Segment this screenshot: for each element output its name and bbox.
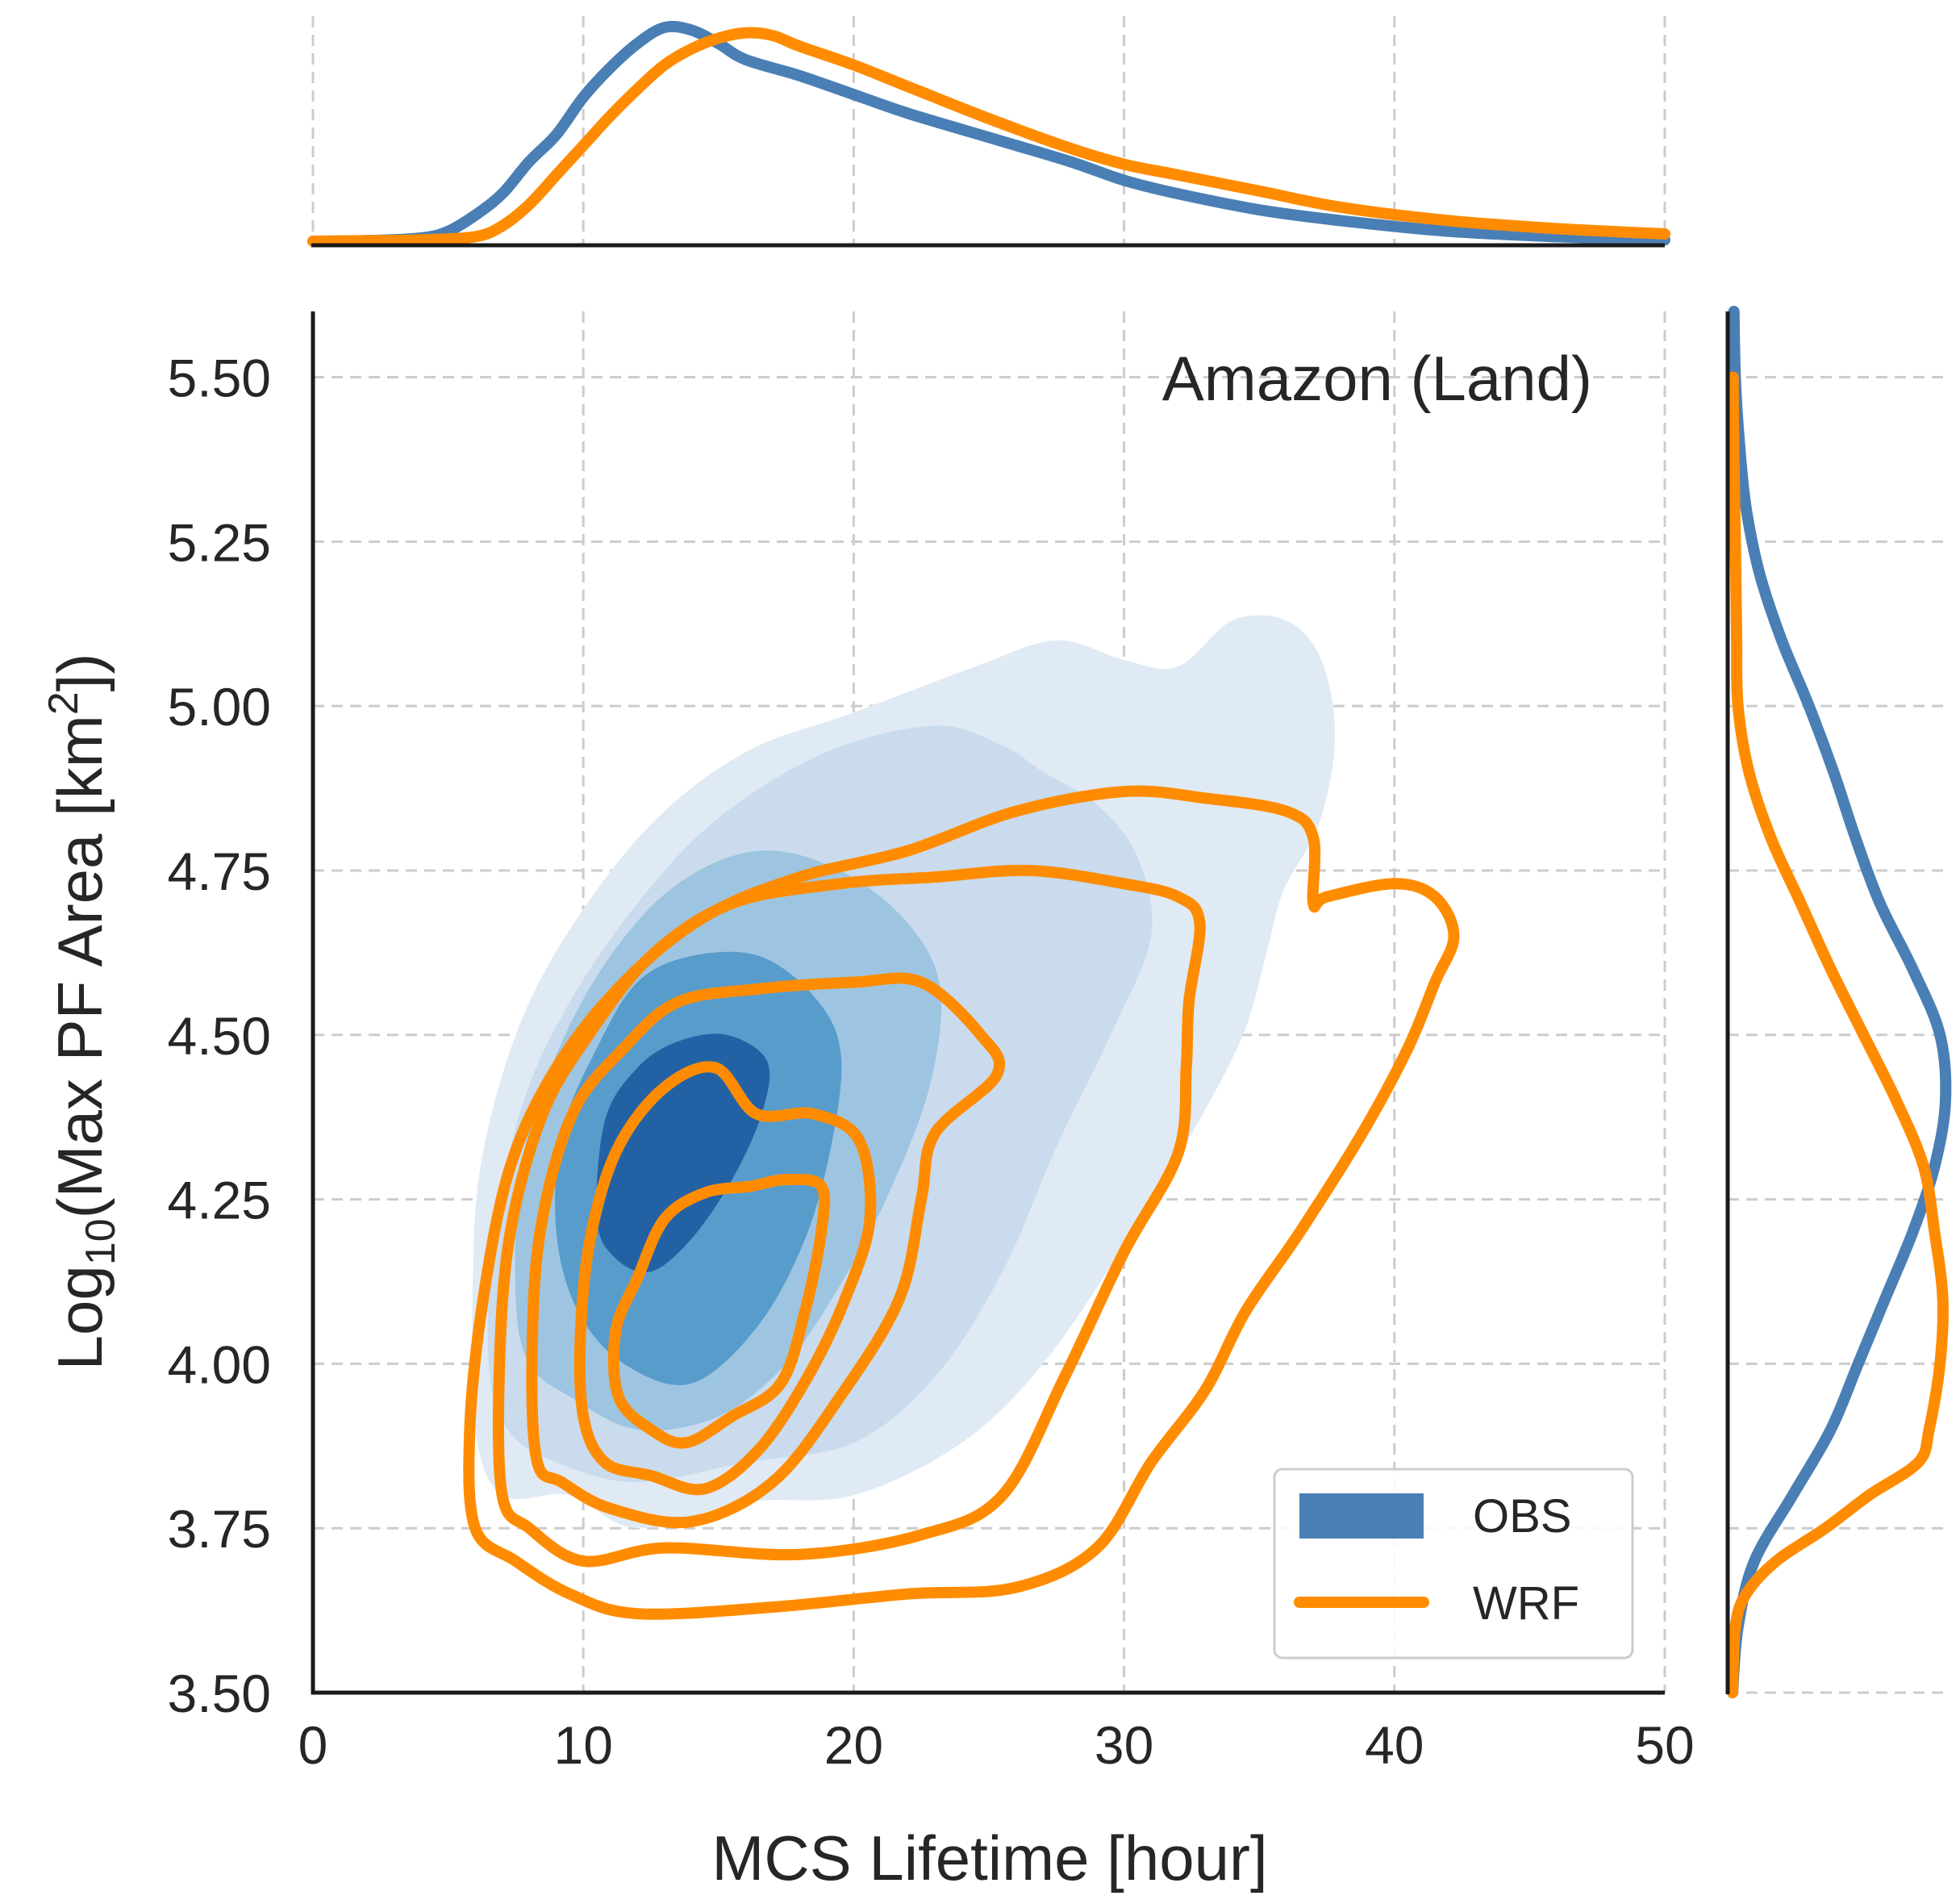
x-axis-title: MCS Lifetime [hour] bbox=[711, 1823, 1267, 1894]
wrf-contour-level-2 bbox=[492, 864, 1206, 1568]
top-marginal-curves bbox=[307, 20, 1670, 248]
y-tick-label: 3.75 bbox=[168, 1499, 271, 1559]
right-marginal-wrf-curve bbox=[1727, 371, 1949, 1698]
x-tick-label: 10 bbox=[553, 1715, 612, 1775]
y-tick-label: 5.00 bbox=[168, 677, 271, 737]
right-marginal-obs-curve bbox=[1727, 306, 1952, 1698]
wrf-contour-level-3 bbox=[526, 972, 1006, 1529]
top-marginal-grid bbox=[311, 16, 1666, 245]
y-axis-ticks: 3.50 3.75 4.00 4.25 4.50 4.75 5.00 5.25 5.50 bbox=[168, 349, 271, 1723]
x-tick-label: 20 bbox=[824, 1715, 883, 1775]
wrf-contour-level-5 bbox=[607, 1173, 831, 1449]
legend-label-wrf: WRF bbox=[1473, 1577, 1579, 1630]
top-marginal-obs-curve bbox=[307, 20, 1670, 247]
wrf-contour-lines bbox=[463, 785, 1460, 1620]
y-axis-title: Log10(Max PF Area [km2]) bbox=[40, 653, 124, 1371]
legend-label-obs: OBS bbox=[1473, 1490, 1572, 1543]
legend: OBS WRF bbox=[1273, 1468, 1634, 1660]
y-tick-label: 4.25 bbox=[168, 1171, 271, 1230]
x-tick-label: 50 bbox=[1635, 1715, 1694, 1775]
y-tick-label: 5.50 bbox=[168, 349, 271, 408]
obs-contour-level-5 bbox=[596, 1033, 770, 1273]
x-tick-label: 40 bbox=[1365, 1715, 1424, 1775]
top-marginal-wrf-curve bbox=[307, 27, 1670, 247]
main-axes bbox=[311, 311, 1665, 1695]
right-marginal-grid bbox=[1728, 376, 1950, 1694]
wrf-contour-level-4 bbox=[573, 1061, 877, 1496]
y-tick-label: 3.50 bbox=[168, 1664, 271, 1723]
y-tick-label: 4.75 bbox=[168, 841, 271, 901]
right-marginal-curves bbox=[1725, 306, 1952, 1698]
x-tick-label: 0 bbox=[298, 1715, 328, 1775]
x-axis-ticks: 0 10 20 30 40 50 bbox=[298, 1715, 1695, 1775]
y-tick-label: 5.25 bbox=[168, 512, 271, 572]
legend-swatch-obs bbox=[1299, 1493, 1424, 1539]
region-annotation: Amazon (Land) bbox=[1162, 343, 1592, 414]
y-tick-label: 4.00 bbox=[168, 1334, 271, 1394]
x-tick-label: 30 bbox=[1095, 1715, 1153, 1775]
y-tick-label: 4.50 bbox=[168, 1006, 271, 1066]
